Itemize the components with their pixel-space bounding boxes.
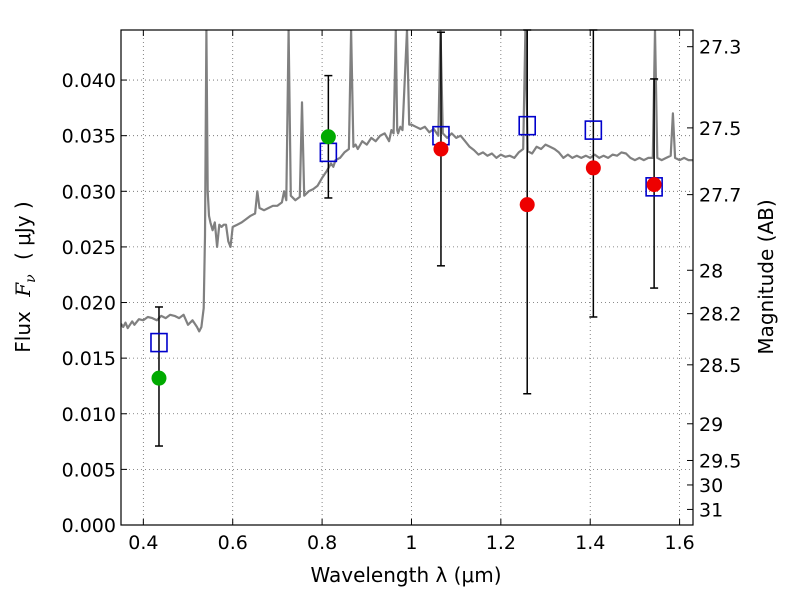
- x-tick-label: 1: [405, 532, 417, 554]
- model-spectrum: [121, 30, 693, 333]
- model-band-square: [150, 332, 168, 353]
- x-ticks: 0.4 0.6 0.8 1 1.2 1.4 1.6: [128, 30, 695, 554]
- y-axis-label-symbol: F: [11, 282, 35, 298]
- y-ticks: 0.000 0.005 0.010 0.015 0.020 0.025 0.030 0.035…: [62, 70, 127, 537]
- model-band-square: [584, 120, 603, 140]
- observed-point-green: [151, 370, 167, 386]
- y-tick-label: 0.015: [62, 348, 116, 370]
- observed-point-red: [585, 160, 601, 176]
- y2-axis-label: Magnitude (AB): [754, 199, 778, 354]
- y-tick-label: 0.000: [62, 515, 116, 537]
- mag-tick-label: 28.2: [699, 304, 741, 326]
- observed-point-red: [519, 197, 535, 213]
- observed-point-red: [646, 177, 662, 193]
- y-axis-label-unit: ( μJy ): [11, 201, 35, 260]
- mag-tick-label: 27.5: [699, 118, 741, 140]
- mag-tick-label: 29.5: [699, 450, 741, 472]
- x-tick-label: 1.2: [486, 532, 516, 554]
- y-tick-label: 0.010: [62, 404, 116, 426]
- observed-points: [151, 129, 662, 386]
- x-tick-label: 0.4: [128, 532, 158, 554]
- mag-tick-label: 31: [699, 499, 723, 521]
- x-axis-label: Wavelength λ (μm): [310, 563, 501, 587]
- y-axis-label: Flux Fν ( μJy ): [11, 201, 40, 352]
- plot-frame: [120, 29, 694, 526]
- y-tick-label: 0.030: [62, 181, 116, 203]
- observed-point-red: [433, 141, 449, 157]
- observed-point-green: [320, 129, 336, 145]
- y-tick-label: 0.005: [62, 459, 116, 481]
- x-tick-label: 1.6: [664, 532, 694, 554]
- mag-tick-label: 30: [699, 475, 723, 497]
- y-tick-label: 0.020: [62, 293, 116, 315]
- mag-tick-label: 27.7: [699, 185, 741, 207]
- y-tick-label: 0.040: [62, 70, 116, 92]
- mag-tick-label: 28.5: [699, 355, 741, 377]
- x-tick-label: 1.4: [575, 532, 605, 554]
- x-tick-label: 0.8: [307, 532, 337, 554]
- model-band-square: [518, 115, 537, 136]
- x-tick-label: 0.6: [218, 532, 248, 554]
- model-band-markers: [150, 115, 663, 353]
- mag-tick-label: 27.3: [699, 37, 741, 59]
- y-axis-label-text: Flux: [11, 311, 35, 353]
- mag-tick-label: 28: [699, 260, 723, 282]
- mag-tick-label: 29: [699, 414, 723, 436]
- y-tick-label: 0.035: [62, 126, 116, 148]
- y-axis-label-subscript: ν: [23, 274, 39, 283]
- y-tick-label: 0.025: [62, 237, 116, 259]
- spectrum-line: [121, 30, 693, 333]
